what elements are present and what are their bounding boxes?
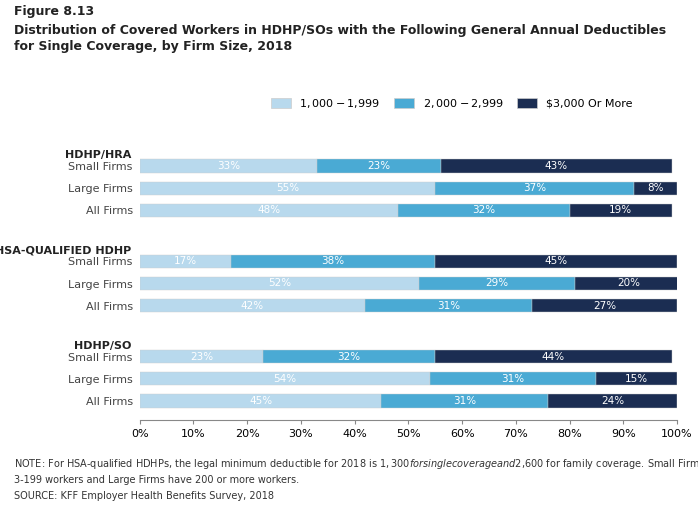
Bar (548, 394, 677, 407)
Text: HDHP/SO: HDHP/SO (74, 341, 131, 351)
Text: 43%: 43% (544, 161, 567, 171)
Text: Distribution of Covered Workers in HDHP/SOs with the Following General Annual De: Distribution of Covered Workers in HDHP/… (14, 24, 666, 37)
Bar (140, 204, 398, 217)
Text: 37%: 37% (523, 183, 547, 193)
Bar (436, 350, 671, 363)
Text: 31%: 31% (502, 374, 525, 384)
Bar (365, 299, 532, 312)
Text: 24%: 24% (601, 396, 624, 406)
Bar (140, 182, 436, 195)
Bar (575, 277, 683, 290)
Bar (140, 394, 381, 407)
Text: 31%: 31% (437, 301, 460, 311)
Text: 45%: 45% (544, 256, 567, 266)
Text: 23%: 23% (190, 352, 213, 362)
Text: 33%: 33% (216, 161, 240, 171)
Text: 27%: 27% (593, 301, 616, 311)
Bar (596, 372, 677, 385)
Text: 55%: 55% (276, 183, 299, 193)
Text: 29%: 29% (485, 278, 509, 289)
Text: HDHP/HRA: HDHP/HRA (65, 150, 131, 160)
Bar (532, 299, 677, 312)
Text: 17%: 17% (174, 256, 197, 266)
Text: for Single Coverage, by Firm Size, 2018: for Single Coverage, by Firm Size, 2018 (14, 40, 292, 54)
Bar (419, 277, 575, 290)
Text: Figure 8.13: Figure 8.13 (14, 5, 94, 18)
Text: 19%: 19% (609, 205, 632, 215)
Bar (436, 182, 634, 195)
Bar (317, 160, 440, 173)
Text: 8%: 8% (647, 183, 664, 193)
Text: 48%: 48% (257, 205, 280, 215)
Text: 38%: 38% (322, 256, 345, 266)
Bar (381, 394, 548, 407)
Text: 52%: 52% (268, 278, 291, 289)
Bar (634, 182, 677, 195)
Bar (231, 255, 436, 268)
Text: 3-199 workers and Large Firms have 200 or more workers.: 3-199 workers and Large Firms have 200 o… (14, 475, 299, 485)
Text: NOTE: For HSA-qualified HDHPs, the legal minimum deductible for 2018 is $1,300 f: NOTE: For HSA-qualified HDHPs, the legal… (14, 457, 698, 471)
Bar (263, 350, 435, 363)
Bar (140, 299, 365, 312)
Text: 32%: 32% (472, 205, 495, 215)
Bar (436, 255, 677, 268)
Text: 45%: 45% (249, 396, 272, 406)
Bar (570, 204, 671, 217)
Bar (430, 372, 596, 385)
Text: 42%: 42% (241, 301, 264, 311)
Text: 54%: 54% (273, 374, 296, 384)
Text: 23%: 23% (367, 161, 390, 171)
Bar (140, 255, 231, 268)
Text: SOURCE: KFF Employer Health Benefits Survey, 2018: SOURCE: KFF Employer Health Benefits Sur… (14, 491, 274, 501)
Text: 31%: 31% (453, 396, 476, 406)
Bar (140, 277, 419, 290)
Bar (140, 160, 317, 173)
Text: 15%: 15% (625, 374, 648, 384)
Bar (140, 350, 263, 363)
Text: 20%: 20% (617, 278, 640, 289)
Text: 44%: 44% (542, 352, 565, 362)
Bar (440, 160, 671, 173)
Bar (398, 204, 570, 217)
Legend: $1,000 - $1,999, $2,000 - $2,999, $3,000 Or More: $1,000 - $1,999, $2,000 - $2,999, $3,000… (266, 92, 637, 114)
Text: 32%: 32% (338, 352, 361, 362)
Bar (140, 372, 430, 385)
Text: HSA-QUALIFIED HDHP: HSA-QUALIFIED HDHP (0, 245, 131, 255)
